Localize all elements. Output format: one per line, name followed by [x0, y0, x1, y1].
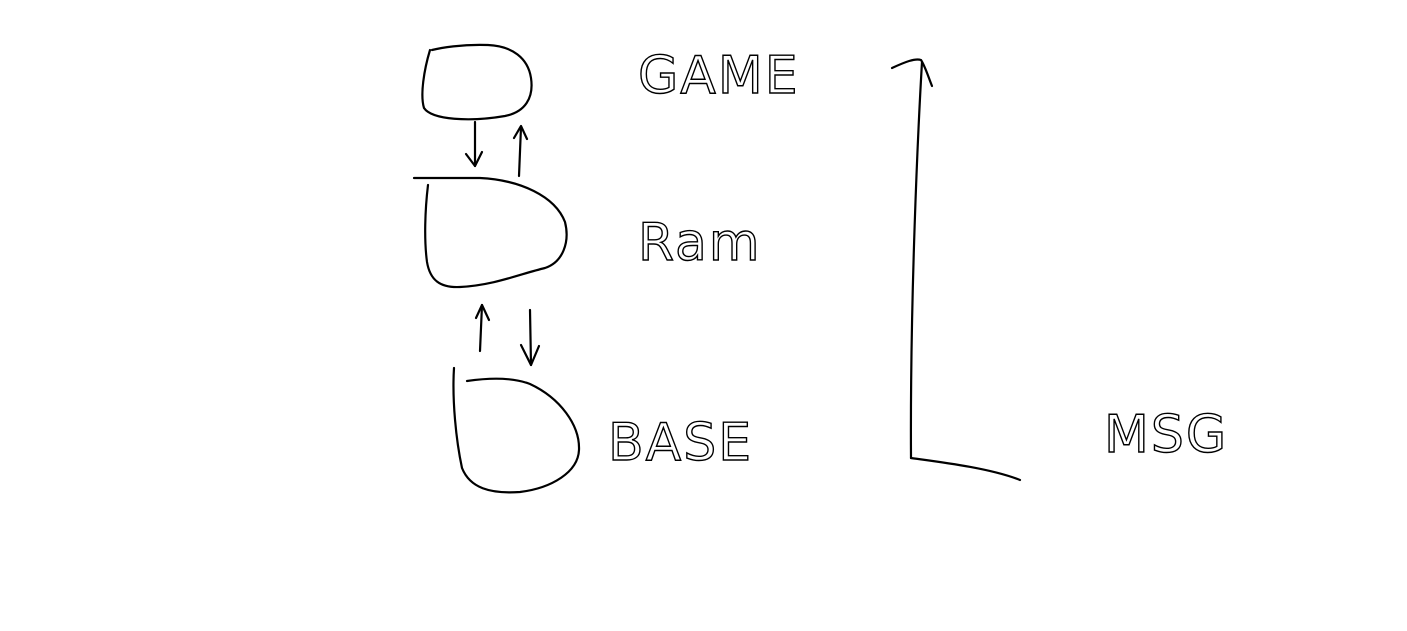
label-msg: MSG	[1104, 405, 1228, 465]
base-node-shape	[452, 366, 581, 494]
ram-node-shape	[412, 176, 568, 289]
label-game: GAME	[638, 46, 800, 106]
label-ram: Ram	[638, 213, 762, 273]
arrow-down-ram-to-base	[519, 308, 541, 367]
arrow-up-base-to-ram	[474, 303, 491, 353]
arrow-down-game-to-ram	[464, 120, 484, 168]
msg-axis	[890, 58, 1022, 482]
arrow-up-ram-to-game	[512, 124, 529, 178]
game-node-shape	[421, 43, 533, 121]
label-base: BASE	[608, 413, 753, 473]
